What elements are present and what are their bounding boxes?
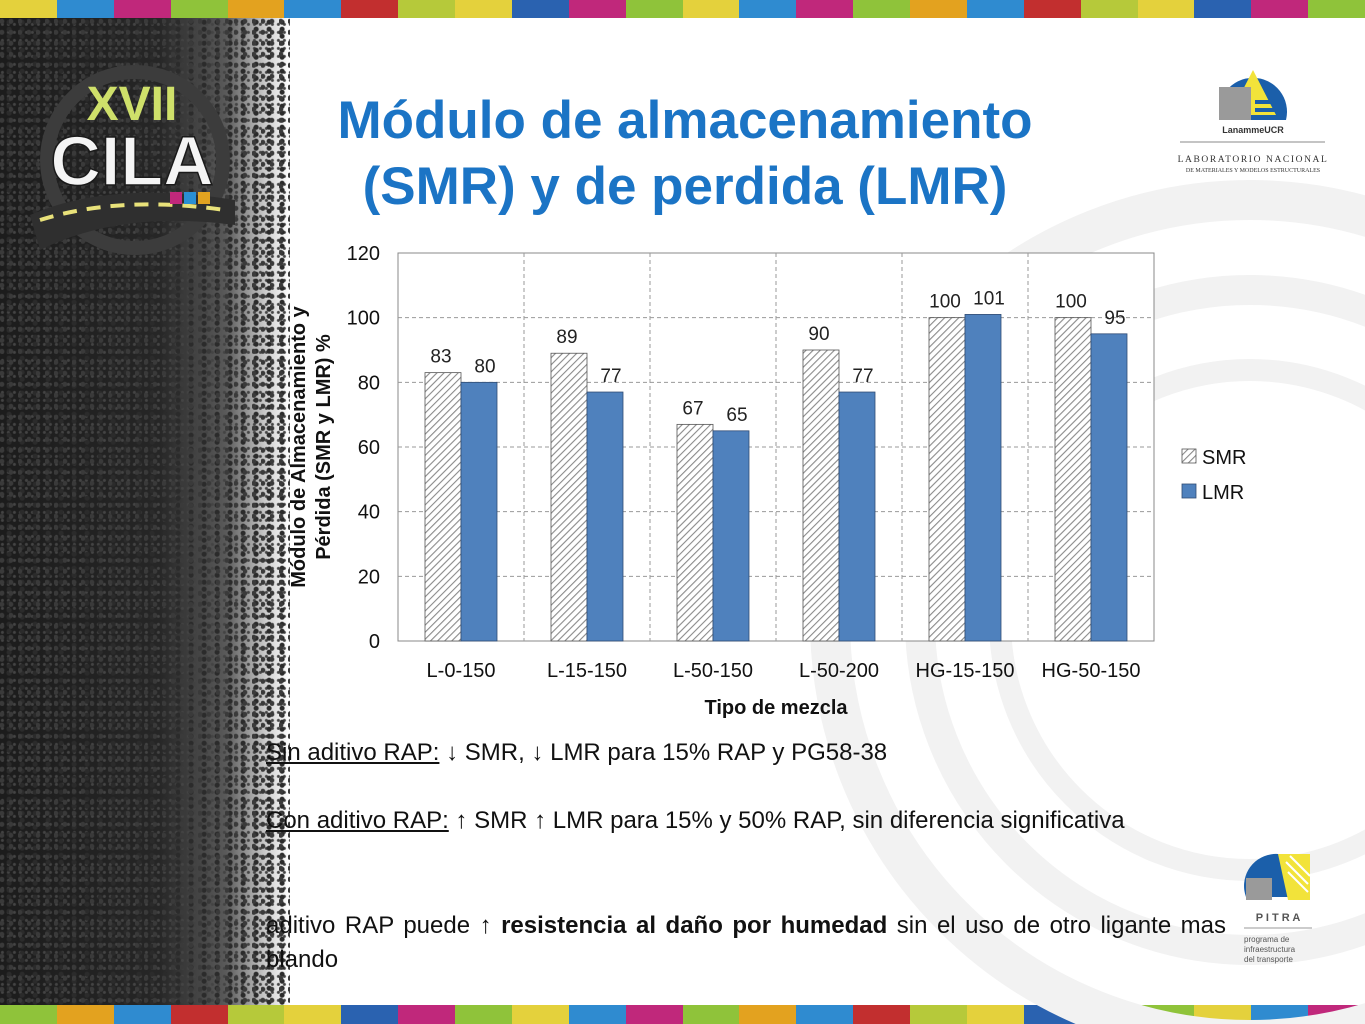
bar-chart: 0 20 40 60 80 100 120 83 80 89 77 67 65 90 77 100 101 10… xyxy=(288,243,1246,719)
note-resistencia-bold: resistencia al daño por humedad xyxy=(501,912,888,939)
x-tick-label: L-15-150 xyxy=(547,660,627,682)
y-tick-label: 20 xyxy=(358,566,380,588)
legend: SMR LMR xyxy=(1181,447,1246,504)
note-con-aditivo: Con aditivo RAP: ↑ SMR ↑ LMR para 15% y … xyxy=(266,804,1226,838)
x-tick-label: L-0-150 xyxy=(427,660,496,682)
data-label-smr: 100 xyxy=(929,292,961,313)
note-con-aditivo-text: ↑ SMR ↑ LMR para 15% y 50% RAP, sin dife… xyxy=(448,807,1125,834)
legend-label-smr: SMR xyxy=(1202,447,1246,469)
cila-logo: XVII CILA xyxy=(30,65,235,255)
y-tick-label: 40 xyxy=(358,502,380,524)
note-sin-aditivo-label: Sin aditivo RAP: xyxy=(266,739,440,766)
note-resistencia-post: sin el uso de otro ligante mas blando xyxy=(266,912,1227,973)
bar-lmr-l-50-200 xyxy=(838,391,876,642)
lanamme-logo-name: LanammeUCR xyxy=(1222,125,1284,135)
bar-smr-hg-50-150 xyxy=(1054,317,1092,642)
data-label-smr: 100 xyxy=(1055,292,1087,313)
data-label-smr: 89 xyxy=(556,327,577,348)
x-axis-ticks: L-0-150 L-15-150 L-50-150 L-50-200 HG-15-150… xyxy=(427,660,1141,682)
data-label-lmr: 77 xyxy=(600,366,621,387)
data-label-smr: 67 xyxy=(682,398,703,419)
legend-label-lmr: LMR xyxy=(1202,482,1244,504)
y-tick-label: 0 xyxy=(369,631,380,653)
note-con-aditivo-label: Con aditivo RAP: xyxy=(266,807,449,834)
slide-title-line1: Módulo de almacenamiento xyxy=(337,91,1033,150)
x-tick-label: HG-50-150 xyxy=(1042,660,1141,682)
data-label-lmr: 95 xyxy=(1104,308,1125,329)
data-label-lmr: 77 xyxy=(852,366,873,387)
bar-lmr-l-50-150 xyxy=(712,430,750,642)
y-tick-label: 100 xyxy=(347,308,380,330)
y-axis-ticks: 0 20 40 60 80 100 120 xyxy=(347,243,380,653)
note-resistencia: aditivo RAP puede ↑ resistencia al daño … xyxy=(266,909,1226,977)
slide-title: Módulo de almacenamiento (SMR) y de perd… xyxy=(270,88,1100,220)
data-label-lmr: 80 xyxy=(474,356,495,377)
y-axis-label-line2: Pérdida (SMR y LMR) % xyxy=(313,334,335,560)
note-sin-aditivo-text: ↓ SMR, ↓ LMR para 15% RAP y PG58-38 xyxy=(439,739,888,766)
x-tick-label: HG-15-150 xyxy=(916,660,1015,682)
bar-smr-l-0-150 xyxy=(424,372,462,642)
pitra-logo: P I T R A programa de infraestructura de… xyxy=(1244,853,1312,964)
pitra-logo-line1: programa de xyxy=(1244,935,1290,944)
note-resistencia-pre: aditivo RAP puede ↑ xyxy=(266,912,502,939)
legend-swatch-smr xyxy=(1181,448,1197,464)
x-tick-label: L-50-150 xyxy=(673,660,753,682)
data-label-lmr: 65 xyxy=(726,405,747,426)
y-tick-label: 80 xyxy=(358,372,380,394)
x-axis-label: Tipo de mezcla xyxy=(704,697,848,719)
y-tick-label: 60 xyxy=(358,437,380,459)
pitra-logo-name: P I T R A xyxy=(1256,912,1301,924)
y-tick-label: 120 xyxy=(347,243,380,265)
bar-smr-l-50-150 xyxy=(676,423,714,642)
data-label-lmr: 101 xyxy=(973,288,1005,309)
bar-lmr-hg-50-150 xyxy=(1090,333,1128,642)
lanamme-logo-line1: LABORATORIO NACIONAL xyxy=(1178,155,1329,165)
note-sin-aditivo: Sin aditivo RAP: ↓ SMR, ↓ LMR para 15% R… xyxy=(266,736,1226,770)
bar-smr-hg-15-150 xyxy=(928,317,966,642)
pitra-logo-line2: infraestructura xyxy=(1244,945,1296,954)
slide-title-line2: (SMR) y de perdida (LMR) xyxy=(362,157,1008,216)
legend-swatch-lmr xyxy=(1181,483,1197,499)
bar-lmr-l-15-150 xyxy=(586,391,624,642)
x-tick-label: L-50-200 xyxy=(799,660,879,682)
bars: 83 80 89 77 67 65 90 77 100 101 100 95 xyxy=(424,288,1128,642)
grid-lines xyxy=(398,253,1154,641)
bar-lmr-l-0-150 xyxy=(460,381,498,642)
top-color-stripe xyxy=(0,0,1365,18)
y-axis-label-line1: Módulo de Almacenamiento y xyxy=(288,305,310,587)
bar-lmr-hg-15-150 xyxy=(964,314,1002,642)
lanamme-logo-line2: DE MATERIALES Y MODELOS ESTRUCTURALES xyxy=(1186,168,1320,174)
cila-logo-line2: CILA xyxy=(50,122,213,200)
cila-logo-line1: XVII xyxy=(87,78,178,131)
lanamme-logo: LanammeUCR LABORATORIO NACIONAL DE MATER… xyxy=(1178,70,1329,174)
bar-smr-l-15-150 xyxy=(550,352,588,642)
data-label-smr: 90 xyxy=(808,324,829,345)
data-label-smr: 83 xyxy=(430,347,451,368)
bar-smr-l-50-200 xyxy=(802,349,840,642)
pitra-logo-line3: del transporte xyxy=(1244,955,1293,964)
